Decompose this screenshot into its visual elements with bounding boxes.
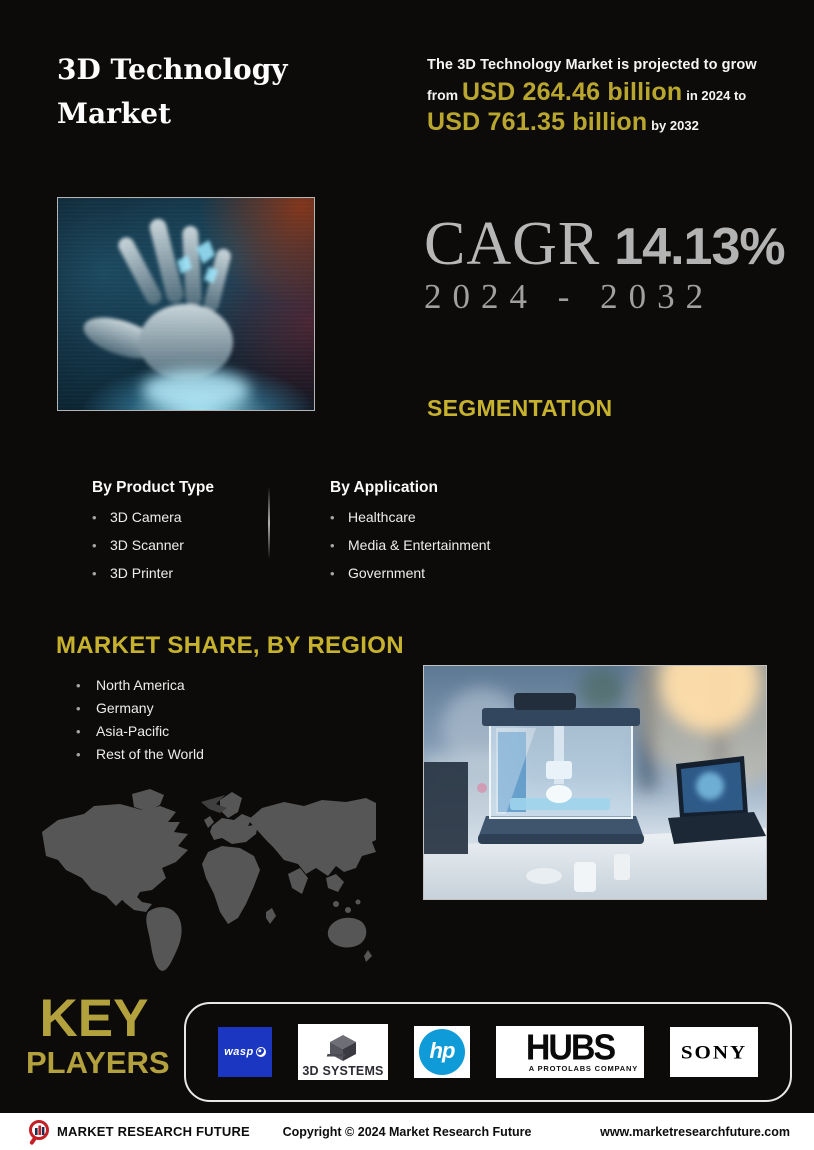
footer-copyright: Copyright © 2024 Market Research Future	[282, 1124, 532, 1139]
list-item: • Healthcare	[330, 509, 490, 525]
key-players-line2: PLAYERS	[26, 1045, 170, 1080]
hubs-logo: HUBS A PROTOLABS COMPANY	[496, 1026, 644, 1078]
projection-line2: from USD 264.46 billion in 2024 to	[427, 78, 787, 107]
hp-logo: hp	[414, 1026, 470, 1078]
bullet-icon: •	[330, 566, 335, 581]
list-item: • North America	[76, 678, 204, 693]
segment-column-application: By Application • Healthcare • Media & Ente…	[330, 479, 490, 581]
projection-summary: The 3D Technology Market is projected to…	[427, 57, 787, 137]
cagr-label: CAGR	[424, 210, 601, 278]
bullet-icon: •	[76, 747, 81, 762]
list-item: • 3D Camera	[92, 509, 214, 525]
footer-brand-text: MARKET RESEARCH FUTURE	[57, 1124, 250, 1139]
list-item: • Government	[330, 565, 490, 581]
column-divider	[268, 487, 270, 559]
wasp-emblem-icon	[255, 1047, 266, 1057]
region-item: Rest of the World	[96, 746, 204, 762]
bullet-icon: •	[76, 678, 81, 693]
list-item: • 3D Printer	[92, 565, 214, 581]
bullet-icon: •	[76, 724, 81, 739]
key-players-heading: KEY PLAYERS	[26, 989, 170, 1080]
page-title: 3D Technology Market	[57, 53, 288, 130]
bullet-icon: •	[92, 566, 97, 581]
list-item: • Germany	[76, 701, 204, 716]
bullet-icon: •	[330, 510, 335, 525]
cagr-value: 14.13%	[614, 218, 785, 276]
hero-image-hand-hologram	[57, 197, 315, 411]
bullet-icon: •	[330, 538, 335, 553]
segment-column-title: By Product Type	[92, 479, 215, 496]
list-item: • Rest of the World	[76, 747, 204, 762]
segment-column-title: By Application	[330, 479, 438, 496]
projection-end-label: by 2032	[651, 118, 699, 133]
3d-systems-cube-icon	[326, 1035, 356, 1061]
hp-circle-icon: hp	[419, 1029, 465, 1075]
3d-systems-logo-text: 3D SYSTEMS	[302, 1064, 384, 1078]
projection-line1: The 3D Technology Market is projected to…	[427, 57, 757, 73]
segment-item: 3D Printer	[110, 565, 174, 581]
printer-scene-illustration	[424, 666, 766, 899]
bullet-icon: •	[92, 510, 97, 525]
map-arrow-icon	[201, 795, 227, 813]
cagr-period: 2024 - 2032	[424, 277, 715, 316]
hubs-logo-text: HUBS	[525, 1027, 616, 1068]
3d-systems-logo: 3D SYSTEMS	[298, 1024, 388, 1080]
world-map	[42, 789, 376, 971]
footer-bar: MARKET RESEARCH FUTURE Copyright © 2024 …	[0, 1113, 814, 1150]
segment-item: Healthcare	[348, 509, 416, 525]
hand-hologram-illustration	[83, 218, 250, 410]
segment-item: Media & Entertainment	[348, 537, 491, 553]
footer-brand: MARKET RESEARCH FUTURE	[28, 1119, 250, 1145]
market-share-heading: MARKET SHARE, BY REGION	[56, 632, 404, 659]
region-item: Germany	[96, 700, 154, 716]
sony-logo: SONY	[670, 1027, 758, 1077]
region-list: • North America • Germany • Asia-Pacific • R…	[76, 670, 204, 762]
segment-item: 3D Camera	[110, 509, 182, 525]
key-players-line1: KEY	[39, 989, 149, 1048]
hp-logo-text: hp	[429, 1038, 456, 1063]
mrf-logo-icon	[29, 1119, 49, 1145]
market-value-2032: USD 761.35 billion	[427, 108, 648, 136]
wasp-logo: wasp	[218, 1027, 272, 1077]
list-item: • 3D Scanner	[92, 537, 214, 553]
cagr-block: CAGR 14.13% 2024 - 2032	[424, 210, 786, 316]
projection-line3: USD 761.35 billion by 2032	[427, 108, 787, 137]
region-item: North America	[96, 677, 185, 693]
bullet-icon: •	[76, 701, 81, 716]
scanline-overlay	[58, 198, 314, 410]
wasp-logo-text: wasp	[224, 1046, 254, 1058]
market-value-2024: USD 264.46 billion	[462, 78, 683, 106]
footer-website-link[interactable]: www.marketresearchfuture.com	[600, 1124, 790, 1139]
segmentation-heading: SEGMENTATION	[427, 395, 613, 421]
region-item: Asia-Pacific	[96, 723, 170, 739]
projection-from-label: from	[427, 87, 459, 103]
sony-logo-text: SONY	[680, 1040, 748, 1063]
segment-item: 3D Scanner	[110, 537, 184, 553]
list-item: • Media & Entertainment	[330, 537, 490, 553]
list-item: • Asia-Pacific	[76, 724, 204, 739]
printer-photo	[423, 665, 767, 900]
segment-item: Government	[348, 565, 426, 581]
projection-mid-label: in 2024 to	[686, 88, 747, 103]
segment-column-product-type: By Product Type • 3D Camera • 3D Scanner •…	[92, 479, 214, 581]
key-players-logos-panel: wasp 3D SYSTEMS hp HUBS A PROTOLABS COMP…	[184, 1002, 792, 1102]
hubs-logo-subtext: A PROTOLABS COMPANY	[528, 1063, 638, 1073]
bullet-icon: •	[92, 538, 97, 553]
